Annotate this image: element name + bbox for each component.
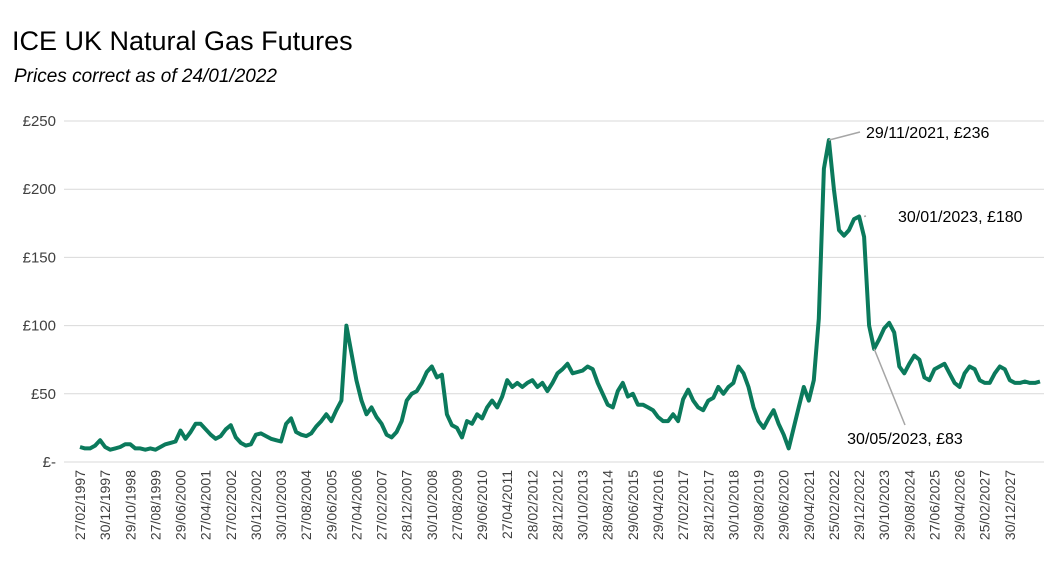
x-tick-label: 30/10/2013 <box>575 470 591 540</box>
x-tick-label: 27/04/2001 <box>198 470 214 540</box>
x-tick-label: 28/02/2012 <box>524 470 540 540</box>
annotation: 29/11/2021, £236 <box>866 125 989 142</box>
annotation-leader <box>873 348 906 426</box>
x-tick-label: 30/10/2023 <box>876 470 892 540</box>
x-tick-label: 28/12/2017 <box>700 470 716 540</box>
x-tick-label: 30/12/1997 <box>97 470 113 540</box>
x-tick-label: 29/12/2022 <box>851 470 867 540</box>
y-tick-label: £100 <box>23 318 56 335</box>
x-tick-label: 30/10/2008 <box>424 470 440 540</box>
annotation: 30/01/2023, £180 <box>898 209 1023 226</box>
x-tick-label: 29/08/2019 <box>751 470 767 540</box>
x-tick-label: 29/06/2000 <box>173 470 189 540</box>
y-tick-label: £50 <box>31 386 56 403</box>
x-tick-label: 29/04/2016 <box>650 470 666 540</box>
x-tick-label: 27/02/2017 <box>675 470 691 540</box>
x-tick-label: 25/02/2027 <box>977 470 993 540</box>
x-tick-label: 27/06/2025 <box>926 470 942 540</box>
chart-subtitle: Prices correct as of 24/01/2022 <box>14 66 277 87</box>
annotation: 30/05/2023, £83 <box>847 431 963 448</box>
price-line <box>79 138 1041 452</box>
x-tick-label: 27/04/2006 <box>348 470 364 540</box>
x-tick-label: 28/12/2012 <box>549 470 565 540</box>
x-tick-label: 25/02/2022 <box>826 470 842 540</box>
x-tick-label: 27/02/1997 <box>72 470 88 540</box>
x-tick-label: 30/10/2018 <box>725 470 741 540</box>
y-tick-label: £- <box>43 454 56 471</box>
x-tick-label: 27/02/2002 <box>223 470 239 540</box>
x-tick-label: 29/06/2005 <box>323 470 339 540</box>
y-tick-label: £250 <box>23 113 56 130</box>
y-tick-label: £200 <box>23 181 56 198</box>
chart-title: ICE UK Natural Gas Futures <box>12 26 353 56</box>
x-tick-label: 30/12/2027 <box>1002 470 1018 540</box>
x-tick-label: 27/04/2011 <box>499 470 515 539</box>
x-tick-label: 29/06/2020 <box>776 470 792 540</box>
x-tick-label: 27/02/2007 <box>374 470 390 540</box>
x-tick-label: 29/06/2015 <box>625 470 641 540</box>
x-tick-label: 29/06/2010 <box>474 470 490 540</box>
x-tick-label: 30/12/2002 <box>248 470 264 540</box>
x-tick-label: 29/08/2024 <box>901 470 917 540</box>
x-tick-label: 27/08/2004 <box>298 470 314 540</box>
x-tick-label: 30/10/2003 <box>273 470 289 540</box>
x-tick-label: 29/10/1998 <box>122 470 138 540</box>
x-tick-label: 28/08/2014 <box>600 470 616 540</box>
annotation-leader <box>828 131 861 141</box>
x-tick-label: 27/08/2009 <box>449 470 465 540</box>
x-tick-label: 29/04/2026 <box>952 470 968 540</box>
y-tick-label: £150 <box>23 249 56 266</box>
x-tick-label: 29/04/2021 <box>801 470 817 540</box>
x-tick-label: 28/12/2007 <box>399 470 415 540</box>
x-tick-label: 27/08/1999 <box>147 470 163 540</box>
